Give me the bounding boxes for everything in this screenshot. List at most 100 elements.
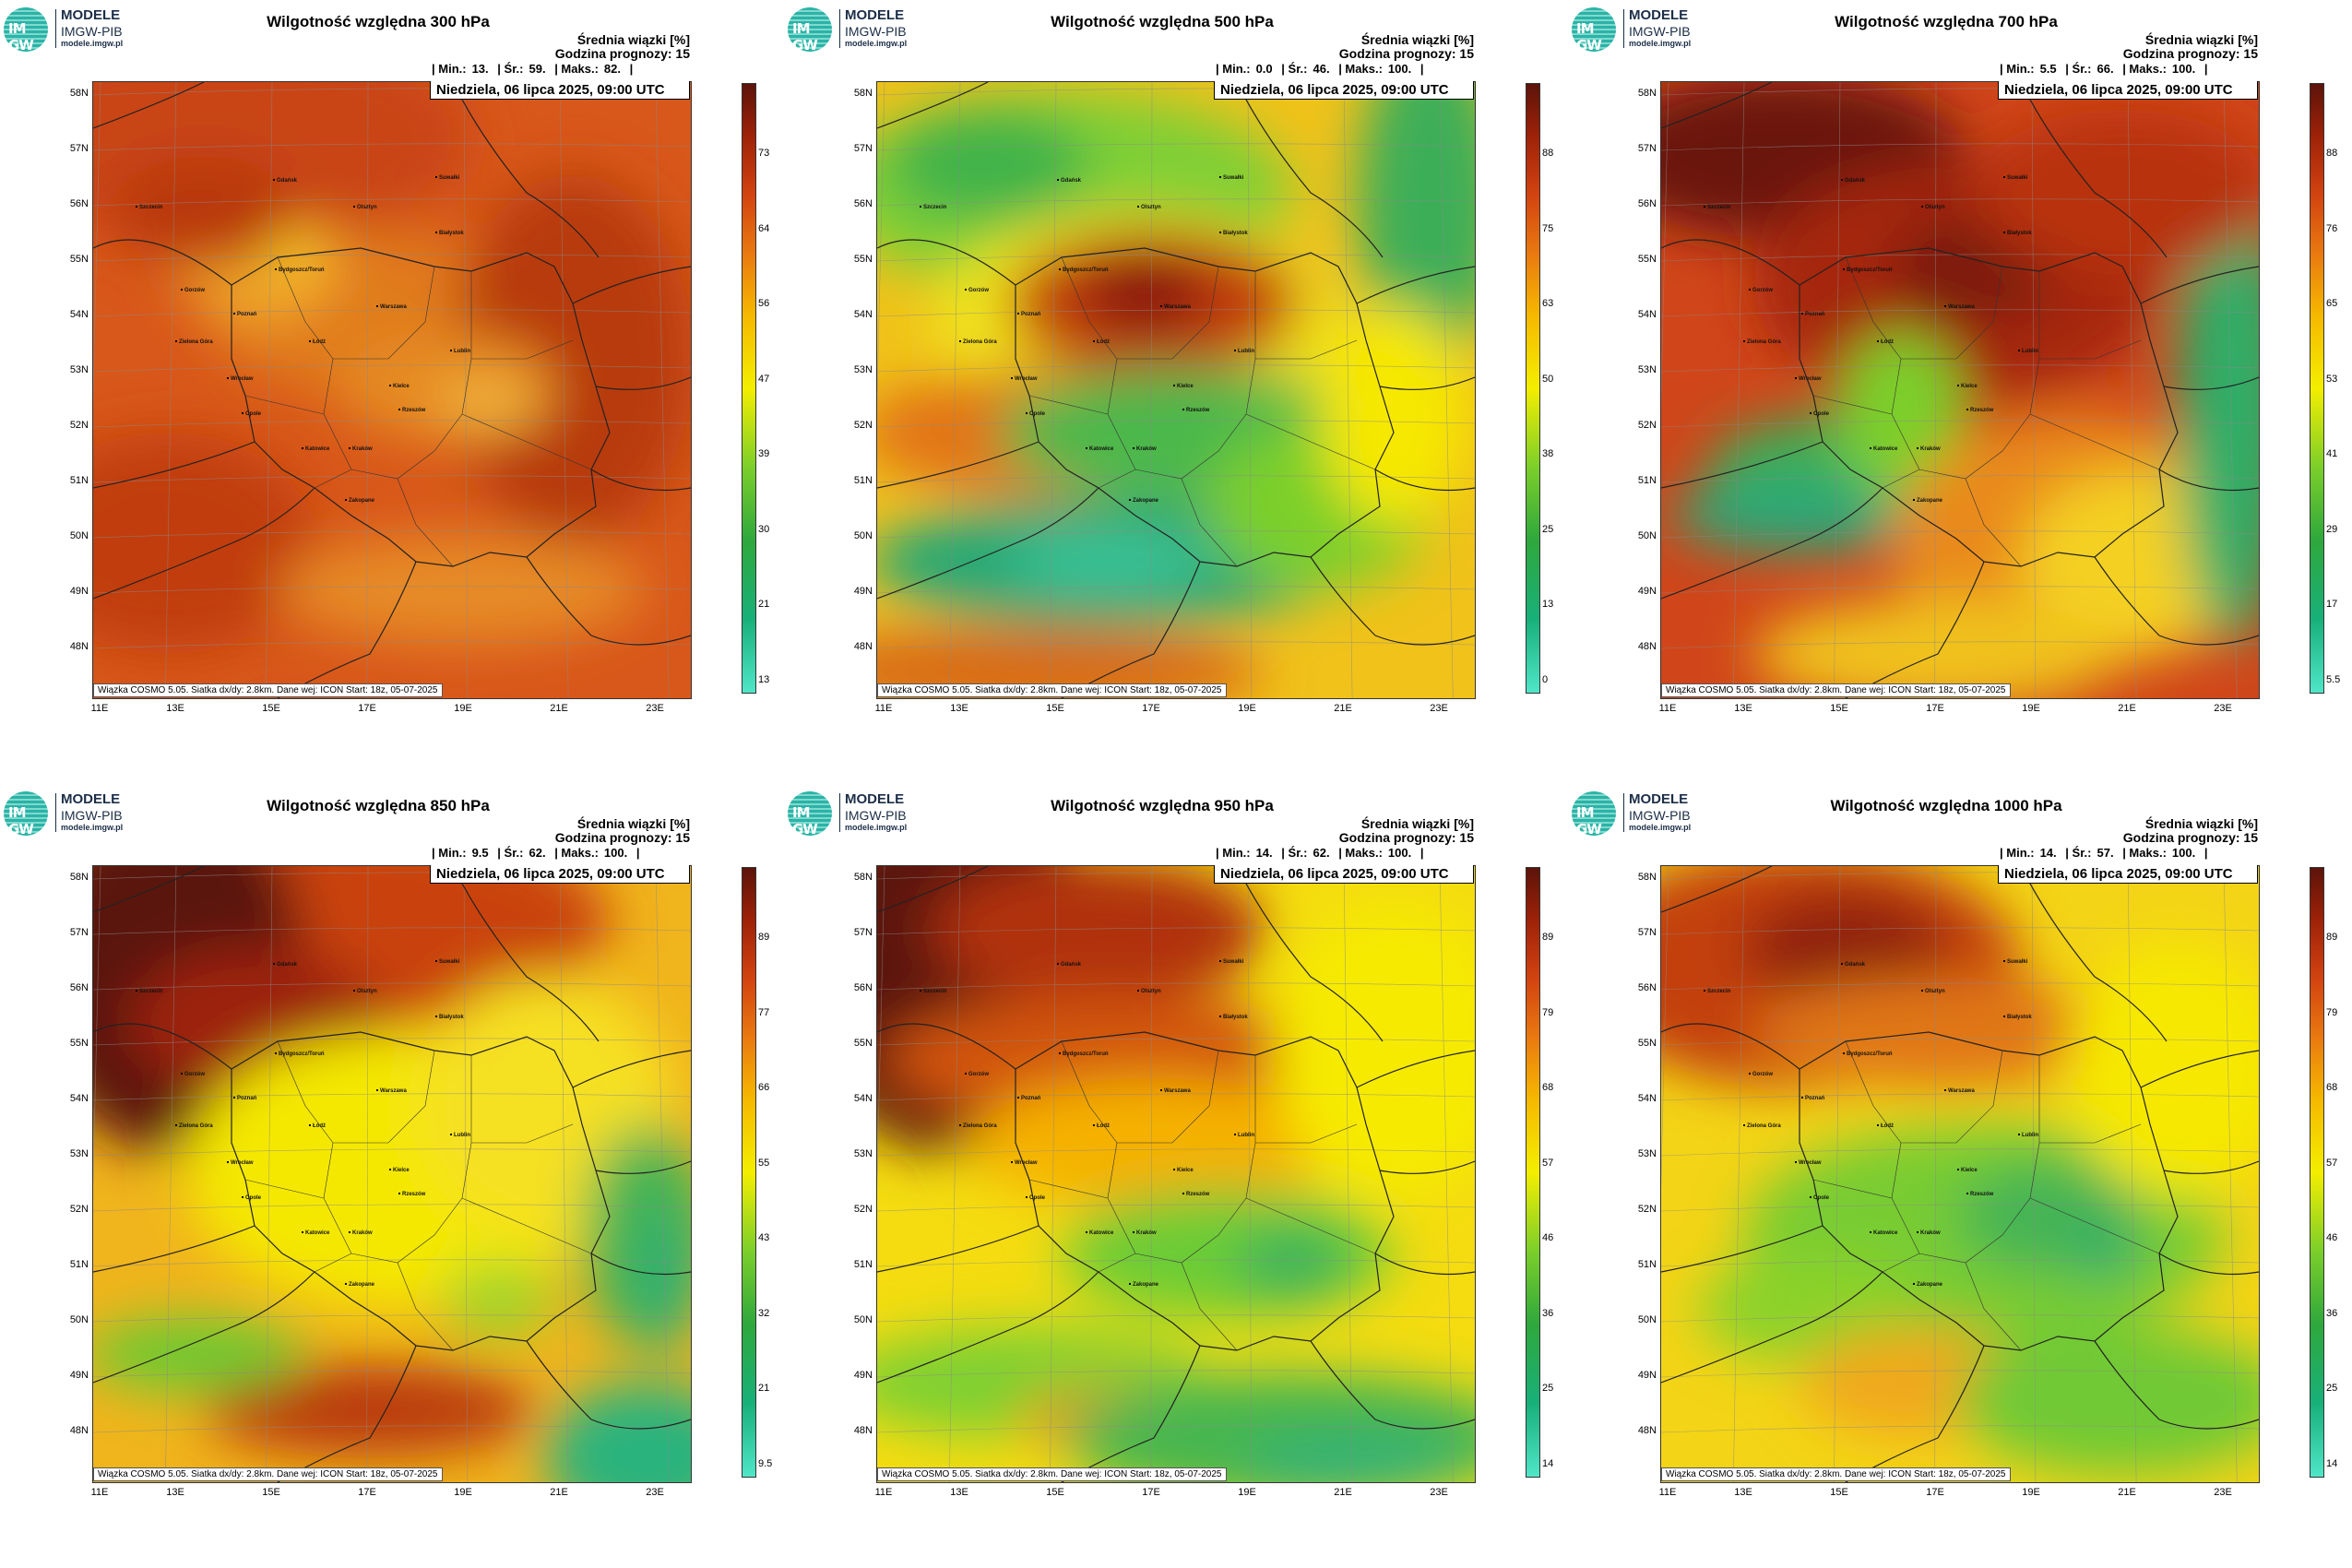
imgw-logo[interactable]: IM GW MODELE IMGW-PIB modele.imgw.pl [788,4,935,53]
humidity-map[interactable] [1660,81,2260,699]
panel-info: Średnia wiązki [%] Godzina prognozy: 15 [555,33,690,61]
imgw-logo[interactable]: IM GW MODELE IMGW-PIB modele.imgw.pl [788,788,935,837]
city-label: Gorzów [965,1072,989,1077]
city-label: Lublin [450,349,470,354]
color-scale-label: 25 [1542,1383,1554,1394]
city-label: Warszawa [376,304,407,310]
color-scale-label: 68 [1542,1082,1554,1093]
panel-info: Średnia wiązki [%] Godzina prognozy: 15 [1339,817,1474,845]
country-borders [1661,866,2259,1482]
humidity-region [2178,165,2259,645]
humidity-region [1753,977,2122,1087]
panel-stats: | Min.: 0.0 | Śr.: 46. | Maks.: 100. | [1216,62,1424,76]
model-info-footer: Wiązka COSMO 5.05. Siatka dx/dy: 2.8km. … [1661,683,2011,697]
voivodeship-borders [1812,1040,2160,1351]
city-label: Wrocław [227,376,254,382]
humidity-map[interactable] [876,81,1476,699]
color-scale-label: 88 [1542,148,1554,159]
imgw-logo[interactable]: IM GW MODELE IMGW-PIB modele.imgw.pl [4,788,151,837]
latitude-label: 54N [69,309,89,320]
panel-info: Średnia wiązki [%] Godzina prognozy: 15 [555,817,690,845]
city-label: Rzeszów [1182,1192,1209,1197]
imgw-logo[interactable]: IM GW MODELE IMGW-PIB modele.imgw.pl [4,4,151,53]
latitude-label: 57N [1637,927,1657,938]
city-label: Białystok [2003,231,2032,236]
forecast-panel: IM GW MODELE IMGW-PIB modele.imgw.pl Wil… [1568,784,2352,1568]
city-label: Kraków [1917,1230,1941,1236]
latitude-label: 51N [69,475,89,486]
info-mean-label: Średnia wiązki [%] [2144,816,2258,831]
imgw-logo[interactable]: IM GW MODELE IMGW-PIB modele.imgw.pl [1572,4,1719,53]
city-label: Łódź [1877,1123,1894,1129]
imgw-logo-icon: IM GW [4,7,48,53]
city-label: Łódź [1093,1123,1110,1129]
city-label: Suwałki [435,175,459,181]
city-label: Bydgoszcz/Toruń [1059,267,1109,273]
humidity-region [1080,253,1209,336]
model-info-footer: Wiązka COSMO 5.05. Siatka dx/dy: 2.8km. … [1661,1467,2011,1481]
city-label: Opole [242,411,261,417]
humidity-region [1274,903,1475,1198]
humidity-region [1357,82,1475,368]
color-scale-label: 76 [2326,223,2338,234]
humidity-map[interactable] [92,81,692,699]
color-scale-label: 63 [1542,298,1554,309]
city-label: Warszawa [376,1088,407,1094]
longitude-label: 15E [262,703,280,714]
city-label: Poznań [1801,312,1824,317]
imgw-logo[interactable]: IM GW MODELE IMGW-PIB modele.imgw.pl [1572,788,1719,837]
color-scale-label: 36 [1542,1308,1554,1319]
logo-text-imgw: IMGW-PIB [845,24,907,39]
color-scale-label: 17 [2326,599,2338,610]
forecast-date: Niedziela, 06 lipca 2025, 09:00 UTC [1214,865,1474,884]
city-label: Poznań [233,1096,256,1101]
humidity-map[interactable] [876,865,1476,1483]
city-label: Olsztyn [1921,989,1945,994]
city-label: Szczecin [1704,205,1730,210]
stat-max: 100. [1387,846,1412,860]
info-forecast-hour: Godzina prognozy: 15 [554,830,690,845]
latitude-label: 54N [1637,309,1657,320]
logo-text-url: modele.imgw.pl [61,823,124,832]
city-label: Poznań [1801,1096,1824,1101]
humidity-map[interactable] [1660,865,2260,1483]
city-label: Gorzów [1749,1072,1773,1077]
city-label: Kielce [1173,384,1194,389]
color-scale [2310,83,2324,694]
color-scale-label: 29 [2326,524,2338,535]
city-label: Gdańsk [273,962,297,968]
longitude-label: 15E [1830,1487,1848,1498]
city-label: Zielona Góra [959,339,997,345]
stat-min: 0.0 [1255,62,1273,76]
city-label: Gdańsk [1057,178,1081,184]
longitude-label: 17E [358,1487,376,1498]
color-scale-label: 77 [758,1007,770,1018]
city-label: Rzeszów [1966,1192,1993,1197]
longitude-label: 15E [1046,1487,1064,1498]
logo-text-url: modele.imgw.pl [845,823,908,832]
panel-title: Wilgotność względna 700 hPa [1835,13,2058,30]
stat-avg: 46. [1313,62,1330,76]
longitude-label: 13E [950,1487,968,1498]
color-scale-label: 46 [2326,1232,2338,1243]
city-label: Gorzów [181,288,205,293]
latitude-label: 51N [69,1259,89,1270]
color-scale-label: 89 [758,932,770,943]
city-label: Gorzów [181,1072,205,1077]
stat-max: 100. [2171,62,2196,76]
country-borders [1661,82,2259,698]
color-scale-label: 79 [2326,1007,2338,1018]
longitude-label: 17E [358,703,376,714]
city-label: Gdańsk [1841,962,1865,968]
logo-text-imgw: IMGW-PIB [61,24,123,39]
longitude-label: 13E [166,703,184,714]
panel-stats: | Min.: 14. | Śr.: 62. | Maks.: 100. | [1216,846,1424,860]
color-scale-label: 50 [1542,374,1554,385]
city-label: Olsztyn [1137,989,1161,994]
humidity-map[interactable] [92,865,692,1483]
latitude-label: 55N [69,254,89,265]
longitude-label: 19E [1238,1487,1256,1498]
forecast-date: Niedziela, 06 lipca 2025, 09:00 UTC [430,81,690,100]
humidity-region [93,433,315,654]
city-label: Szczecin [1704,989,1730,994]
